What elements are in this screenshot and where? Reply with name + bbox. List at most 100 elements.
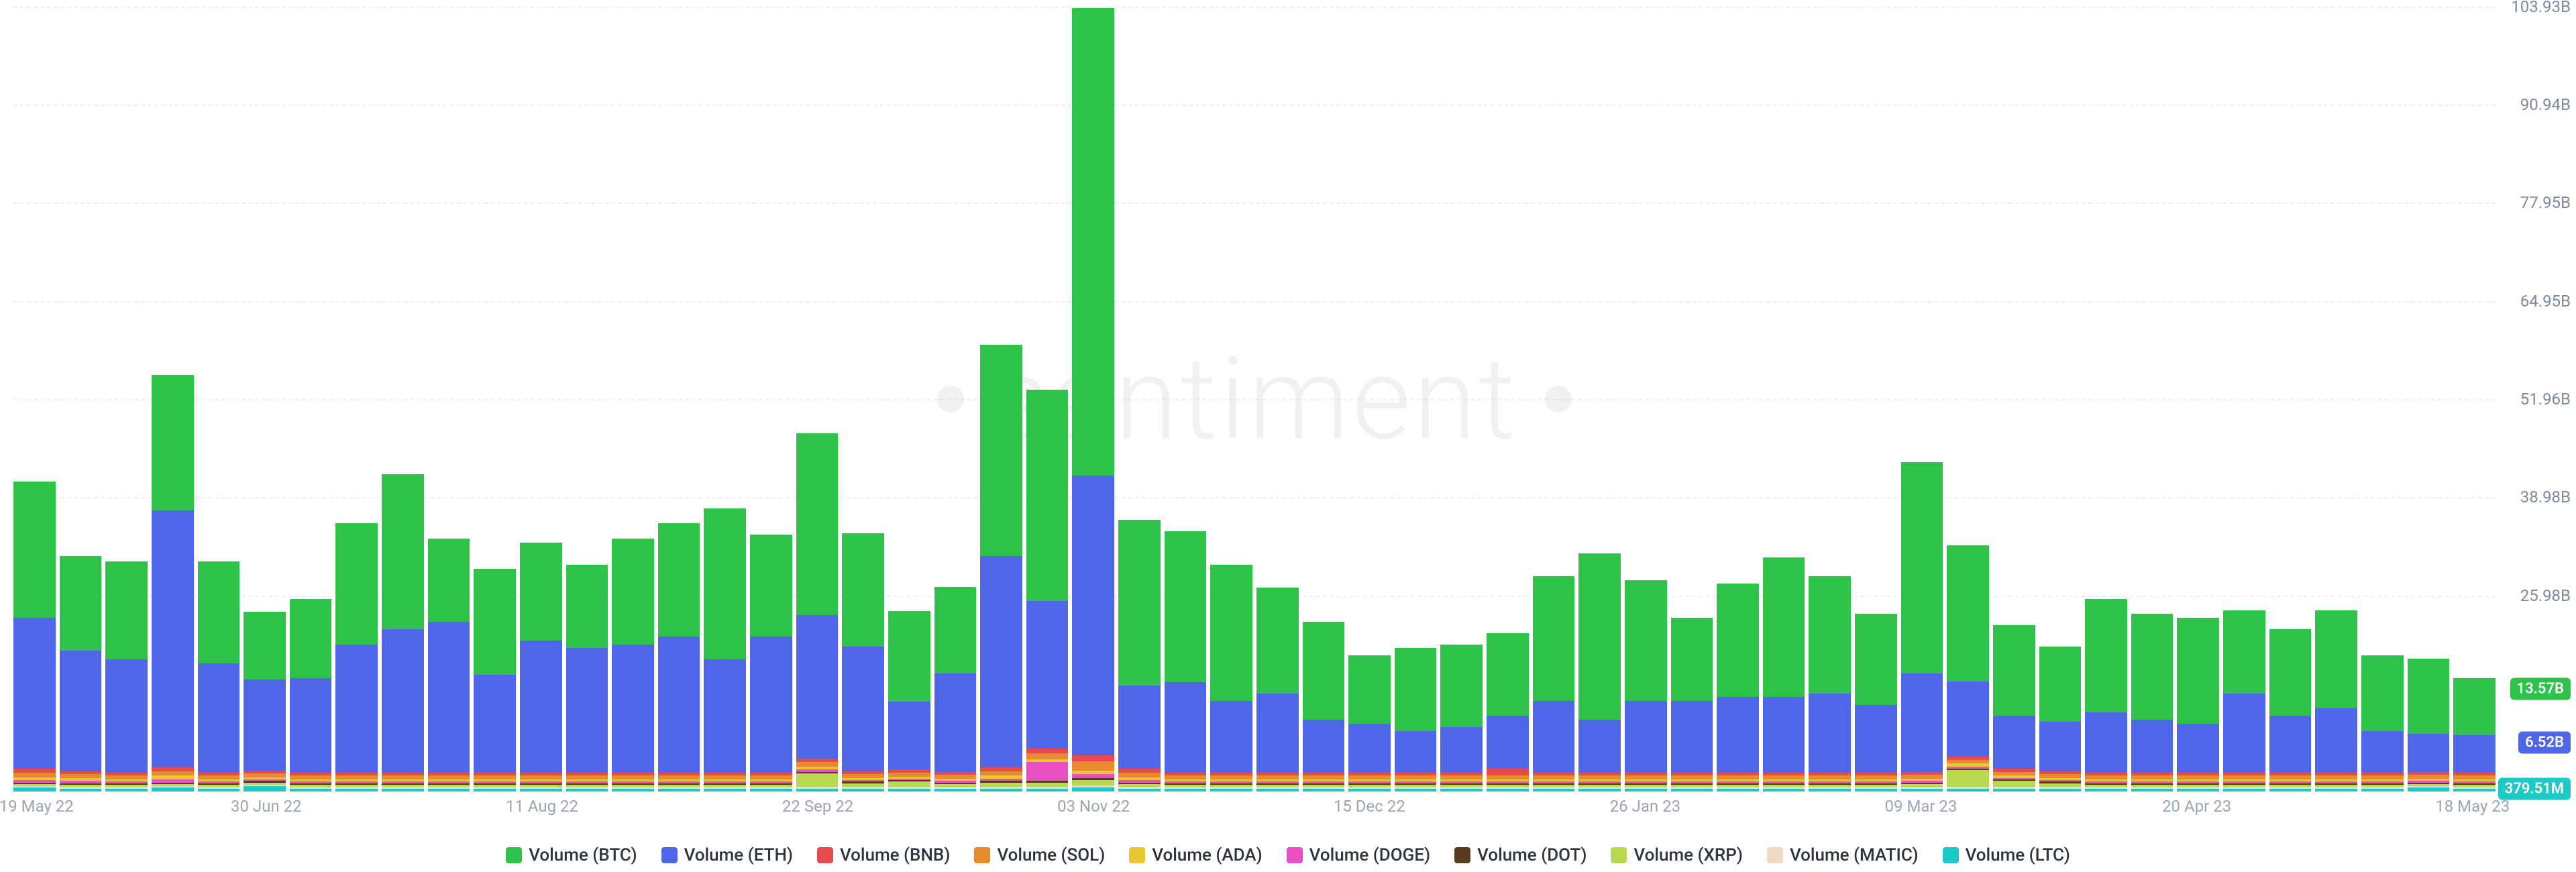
legend-label: Volume (LTC) xyxy=(1966,845,2070,865)
bar-segment-btc xyxy=(1165,531,1207,682)
bar-segment-eth xyxy=(152,510,194,767)
legend-item-bnb[interactable]: Volume (BNB) xyxy=(817,845,950,865)
bar-segment-eth xyxy=(60,651,102,771)
legend-item-matic[interactable]: Volume (MATIC) xyxy=(1767,845,1919,865)
bar-segment-sol xyxy=(796,762,839,767)
bar-segment-eth xyxy=(2223,694,2265,773)
y-tick-label: 51.96B xyxy=(2520,390,2571,408)
bar[interactable] xyxy=(1625,7,1667,792)
bar-segment-btc xyxy=(1901,462,1943,673)
bar[interactable] xyxy=(244,7,286,792)
bar[interactable] xyxy=(382,7,424,792)
bar[interactable] xyxy=(1440,7,1483,792)
bar-segment-eth xyxy=(842,647,884,771)
bar[interactable] xyxy=(980,7,1022,792)
bar[interactable] xyxy=(2131,7,2174,792)
bar[interactable] xyxy=(2177,7,2219,792)
bar[interactable] xyxy=(1165,7,1207,792)
bar[interactable] xyxy=(750,7,792,792)
bar[interactable] xyxy=(198,7,240,792)
bar[interactable] xyxy=(1487,7,1529,792)
legend-item-doge[interactable]: Volume (DOGE) xyxy=(1287,845,1430,865)
bar-segment-eth xyxy=(1901,673,1943,771)
bar[interactable] xyxy=(1303,7,1345,792)
bar[interactable] xyxy=(1717,7,1759,792)
bar-segment-btc xyxy=(2177,618,2219,724)
legend-item-sol[interactable]: Volume (SOL) xyxy=(974,845,1105,865)
bar[interactable] xyxy=(1855,7,1897,792)
bar-segment-xrp xyxy=(980,783,1022,787)
y-tick-label: 25.98B xyxy=(2520,586,2571,605)
bar[interactable] xyxy=(2408,7,2450,792)
bar-segment-xrp xyxy=(888,781,930,787)
bar[interactable] xyxy=(2039,7,2082,792)
bar[interactable] xyxy=(1072,7,1114,792)
bar-segment-btc xyxy=(704,508,746,659)
bar[interactable] xyxy=(290,7,332,792)
bar-segment-btc xyxy=(1440,645,1483,728)
bar[interactable] xyxy=(704,7,746,792)
bar-segment-btc xyxy=(152,375,194,511)
bar[interactable] xyxy=(1763,7,1805,792)
bar[interactable] xyxy=(842,7,884,792)
bar[interactable] xyxy=(888,7,930,792)
bar[interactable] xyxy=(2223,7,2265,792)
bar-segment-sol xyxy=(1072,761,1114,771)
x-tick-label: 22 Sep 22 xyxy=(782,797,853,816)
bar-segment-eth xyxy=(1303,720,1345,773)
bar[interactable] xyxy=(1348,7,1391,792)
bar[interactable] xyxy=(1026,7,1069,792)
bar[interactable] xyxy=(1118,7,1161,792)
bar[interactable] xyxy=(428,7,470,792)
bar[interactable] xyxy=(335,7,378,792)
legend-label: Volume (SOL) xyxy=(997,845,1105,865)
legend-item-btc[interactable]: Volume (BTC) xyxy=(506,845,637,865)
bar[interactable] xyxy=(566,7,608,792)
bar[interactable] xyxy=(1809,7,1851,792)
bar[interactable] xyxy=(934,7,977,792)
bar-segment-eth xyxy=(2269,716,2312,772)
bar[interactable] xyxy=(658,7,700,792)
bar[interactable] xyxy=(105,7,148,792)
bar[interactable] xyxy=(2269,7,2312,792)
bar-segment-btc xyxy=(1578,553,1621,720)
bar-segment-btc xyxy=(2223,610,2265,694)
bar-segment-btc xyxy=(1348,655,1391,723)
bar[interactable] xyxy=(1210,7,1252,792)
bar[interactable] xyxy=(2361,7,2404,792)
y-axis: 103.93B90.94B77.95B64.95B51.96B38.98B25.… xyxy=(2502,7,2576,792)
y-tick-label: 103.93B xyxy=(2511,0,2571,16)
bar-segment-eth xyxy=(2315,708,2357,773)
bar[interactable] xyxy=(152,7,194,792)
bar[interactable] xyxy=(474,7,516,792)
legend-item-eth[interactable]: Volume (ETH) xyxy=(661,845,793,865)
bar[interactable] xyxy=(796,7,839,792)
bar-segment-eth xyxy=(335,645,378,773)
legend-item-ada[interactable]: Volume (ADA) xyxy=(1129,845,1262,865)
legend-item-xrp[interactable]: Volume (XRP) xyxy=(1611,845,1743,865)
bar-segment-doge xyxy=(1026,762,1069,781)
bar[interactable] xyxy=(2315,7,2357,792)
bar[interactable] xyxy=(1993,7,2035,792)
bar-segment-btc xyxy=(428,539,470,622)
legend-item-dot[interactable]: Volume (DOT) xyxy=(1454,845,1587,865)
bar-segment-btc xyxy=(1072,8,1114,476)
bar[interactable] xyxy=(1395,7,1437,792)
bar-segment-eth xyxy=(382,629,424,773)
legend-item-ltc[interactable]: Volume (LTC) xyxy=(1943,845,2070,865)
bar[interactable] xyxy=(1533,7,1575,792)
bar[interactable] xyxy=(60,7,102,792)
bar-segment-eth xyxy=(980,556,1022,767)
bar[interactable] xyxy=(2085,7,2127,792)
bar[interactable] xyxy=(1256,7,1299,792)
bar[interactable] xyxy=(13,7,56,792)
bar[interactable] xyxy=(1947,7,1989,792)
bar[interactable] xyxy=(1901,7,1943,792)
bar-segment-btc xyxy=(888,611,930,702)
bar[interactable] xyxy=(612,7,654,792)
bar[interactable] xyxy=(1671,7,1713,792)
bar[interactable] xyxy=(1578,7,1621,792)
bar-segment-btc xyxy=(60,556,102,651)
bar[interactable] xyxy=(520,7,562,792)
bar[interactable] xyxy=(2453,7,2496,792)
